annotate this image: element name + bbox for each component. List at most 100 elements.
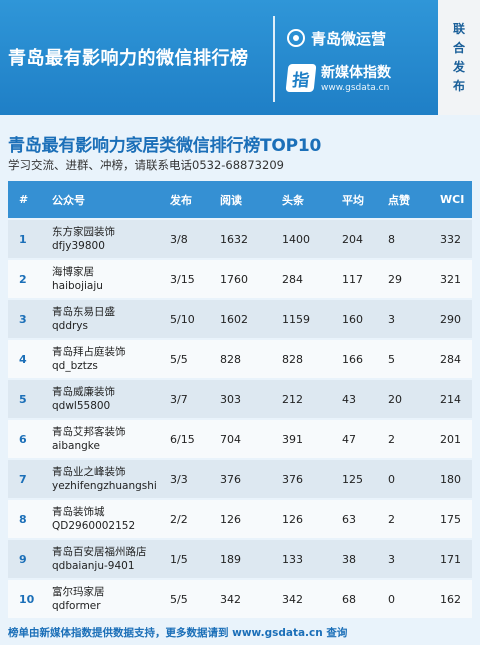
ranking-title: 青岛最有影响力家居类微信排行榜TOP10 (8, 136, 322, 156)
likes-cell: 20 (388, 392, 402, 406)
table-row: 6 青岛艾邦客装饰 aibangke 6/15 704 391 47 2 201 (8, 420, 472, 458)
account-name: 青岛装饰城 (52, 506, 105, 518)
account-id: QD2960002152 (52, 520, 136, 532)
publish-cell: 5/5 (170, 352, 188, 366)
account-cell: 东方家园装饰 dfjy39800 (42, 225, 170, 253)
average-cell: 47 (342, 432, 356, 446)
reads-cell: 828 (220, 352, 241, 366)
reads-cell: 704 (220, 432, 241, 446)
rank-cell: 1 (19, 232, 27, 246)
likes-cell: 8 (388, 232, 395, 246)
publish-cell: 2/2 (170, 512, 188, 526)
rank-cell: 9 (19, 552, 27, 566)
reads-cell: 1602 (220, 312, 248, 326)
headline-cell: 342 (282, 592, 303, 606)
account-id: qdbaianju-9401 (52, 560, 135, 572)
wci-cell: 332 (440, 232, 461, 246)
publish-cell: 6/15 (170, 432, 195, 446)
rank-cell: 4 (19, 352, 27, 366)
publish-cell: 1/5 (170, 552, 188, 566)
account-cell: 青岛拜占庭装饰 qd_bztzs (42, 345, 170, 373)
likes-cell: 3 (388, 552, 395, 566)
account-id: aibangke (52, 440, 100, 452)
reads-cell: 1632 (220, 232, 248, 246)
header-wci: WCI (440, 193, 465, 206)
average-cell: 117 (342, 272, 363, 286)
table-row: 5 青岛威廉装饰 qdwl55800 3/7 303 212 43 20 214 (8, 380, 472, 418)
account-cell: 青岛装饰城 QD2960002152 (42, 505, 170, 533)
rank-cell: 2 (19, 272, 27, 286)
publish-cell: 3/3 (170, 472, 188, 486)
wci-cell: 290 (440, 312, 461, 326)
header-banner: 青岛最有影响力的微信排行榜 青岛微运营 指 新媒体指数 www.gsdata.c… (0, 0, 480, 115)
wci-cell: 284 (440, 352, 461, 366)
likes-cell: 2 (388, 512, 395, 526)
average-cell: 68 (342, 592, 356, 606)
account-id: qd_bztzs (52, 360, 98, 372)
account-id: yezhifengzhuangshi (52, 480, 157, 492)
likes-cell: 2 (388, 432, 395, 446)
account-id: dfjy39800 (52, 240, 105, 252)
average-cell: 125 (342, 472, 363, 486)
likes-cell: 29 (388, 272, 402, 286)
header-account: 公众号 (52, 193, 85, 207)
account-cell: 海博家居 haibojiaju (42, 265, 170, 293)
brand2-label: 新媒体指数 (321, 65, 391, 81)
publish-cell: 3/7 (170, 392, 188, 406)
reads-cell: 303 (220, 392, 241, 406)
brand1-label: 青岛微运营 (311, 29, 387, 48)
banner-divider (273, 16, 275, 102)
publish-cell: 5/10 (170, 312, 195, 326)
account-id: qdformer (52, 600, 101, 612)
header-reads: 阅读 (220, 193, 242, 207)
average-cell: 160 (342, 312, 363, 326)
publish-cell: 3/8 (170, 232, 188, 246)
likes-cell: 0 (388, 592, 395, 606)
account-id: qddrys (52, 320, 88, 332)
badge-char: 联 (452, 21, 465, 36)
headline-cell: 212 (282, 392, 303, 406)
rank-cell: 3 (19, 312, 27, 326)
table-row: 4 青岛拜占庭装饰 qd_bztzs 5/5 828 828 166 5 284 (8, 340, 472, 378)
reads-cell: 126 (220, 512, 241, 526)
header-average: 平均 (342, 193, 364, 207)
ranking-table: # 公众号 发布 阅读 头条 平均 点赞 WCI 1 东方家园装饰 dfjy3980… (8, 181, 472, 618)
account-name: 东方家园装饰 (52, 226, 115, 238)
average-cell: 166 (342, 352, 363, 366)
badge-char: 布 (452, 78, 465, 93)
brand-logo-icon (287, 29, 305, 47)
contact-line: 学习交流、进群、冲榜，请联系电话0532-68873209 (8, 158, 284, 172)
rank-cell: 6 (19, 432, 27, 446)
account-name: 海博家居 (52, 266, 94, 278)
account-cell: 青岛业之峰装饰 yezhifengzhuangshi (42, 465, 170, 493)
wci-cell: 180 (440, 472, 461, 486)
account-cell: 青岛东易日盛 qddrys (42, 305, 170, 333)
account-cell: 富尔玛家居 qdformer (42, 585, 170, 613)
headline-cell: 376 (282, 472, 303, 486)
headline-cell: 126 (282, 512, 303, 526)
brand2-url: www.gsdata.cn (321, 83, 390, 93)
likes-cell: 3 (388, 312, 395, 326)
table-row: 10 富尔玛家居 qdformer 5/5 342 342 68 0 162 (8, 580, 472, 618)
table-row: 3 青岛东易日盛 qddrys 5/10 1602 1159 160 3 290 (8, 300, 472, 338)
reads-cell: 376 (220, 472, 241, 486)
table-header: # 公众号 发布 阅读 头条 平均 点赞 WCI (8, 181, 472, 218)
account-id: haibojiaju (52, 280, 103, 292)
wci-cell: 201 (440, 432, 461, 446)
account-id: qdwl55800 (52, 400, 111, 412)
table-row: 9 青岛百安居福州路店 qdbaianju-9401 1/5 189 133 38 3 171 (8, 540, 472, 578)
wci-cell: 162 (440, 592, 461, 606)
reads-cell: 1760 (220, 272, 248, 286)
account-name: 青岛东易日盛 (52, 306, 115, 318)
table-row: 8 青岛装饰城 QD2960002152 2/2 126 126 63 2 175 (8, 500, 472, 538)
brand-gsdata: 指 新媒体指数 www.gsdata.cn (285, 62, 391, 93)
rank-cell: 7 (19, 472, 27, 486)
table-row: 7 青岛业之峰装饰 yezhifengzhuangshi 3/3 376 376 125 0 1… (8, 460, 472, 498)
wci-cell: 321 (440, 272, 461, 286)
headline-cell: 828 (282, 352, 303, 366)
rank-cell: 5 (19, 392, 27, 406)
header-rank: # (19, 193, 29, 206)
banner-title: 青岛最有影响力的微信排行榜 (8, 48, 249, 69)
wci-cell: 214 (440, 392, 461, 406)
publish-cell: 3/15 (170, 272, 195, 286)
